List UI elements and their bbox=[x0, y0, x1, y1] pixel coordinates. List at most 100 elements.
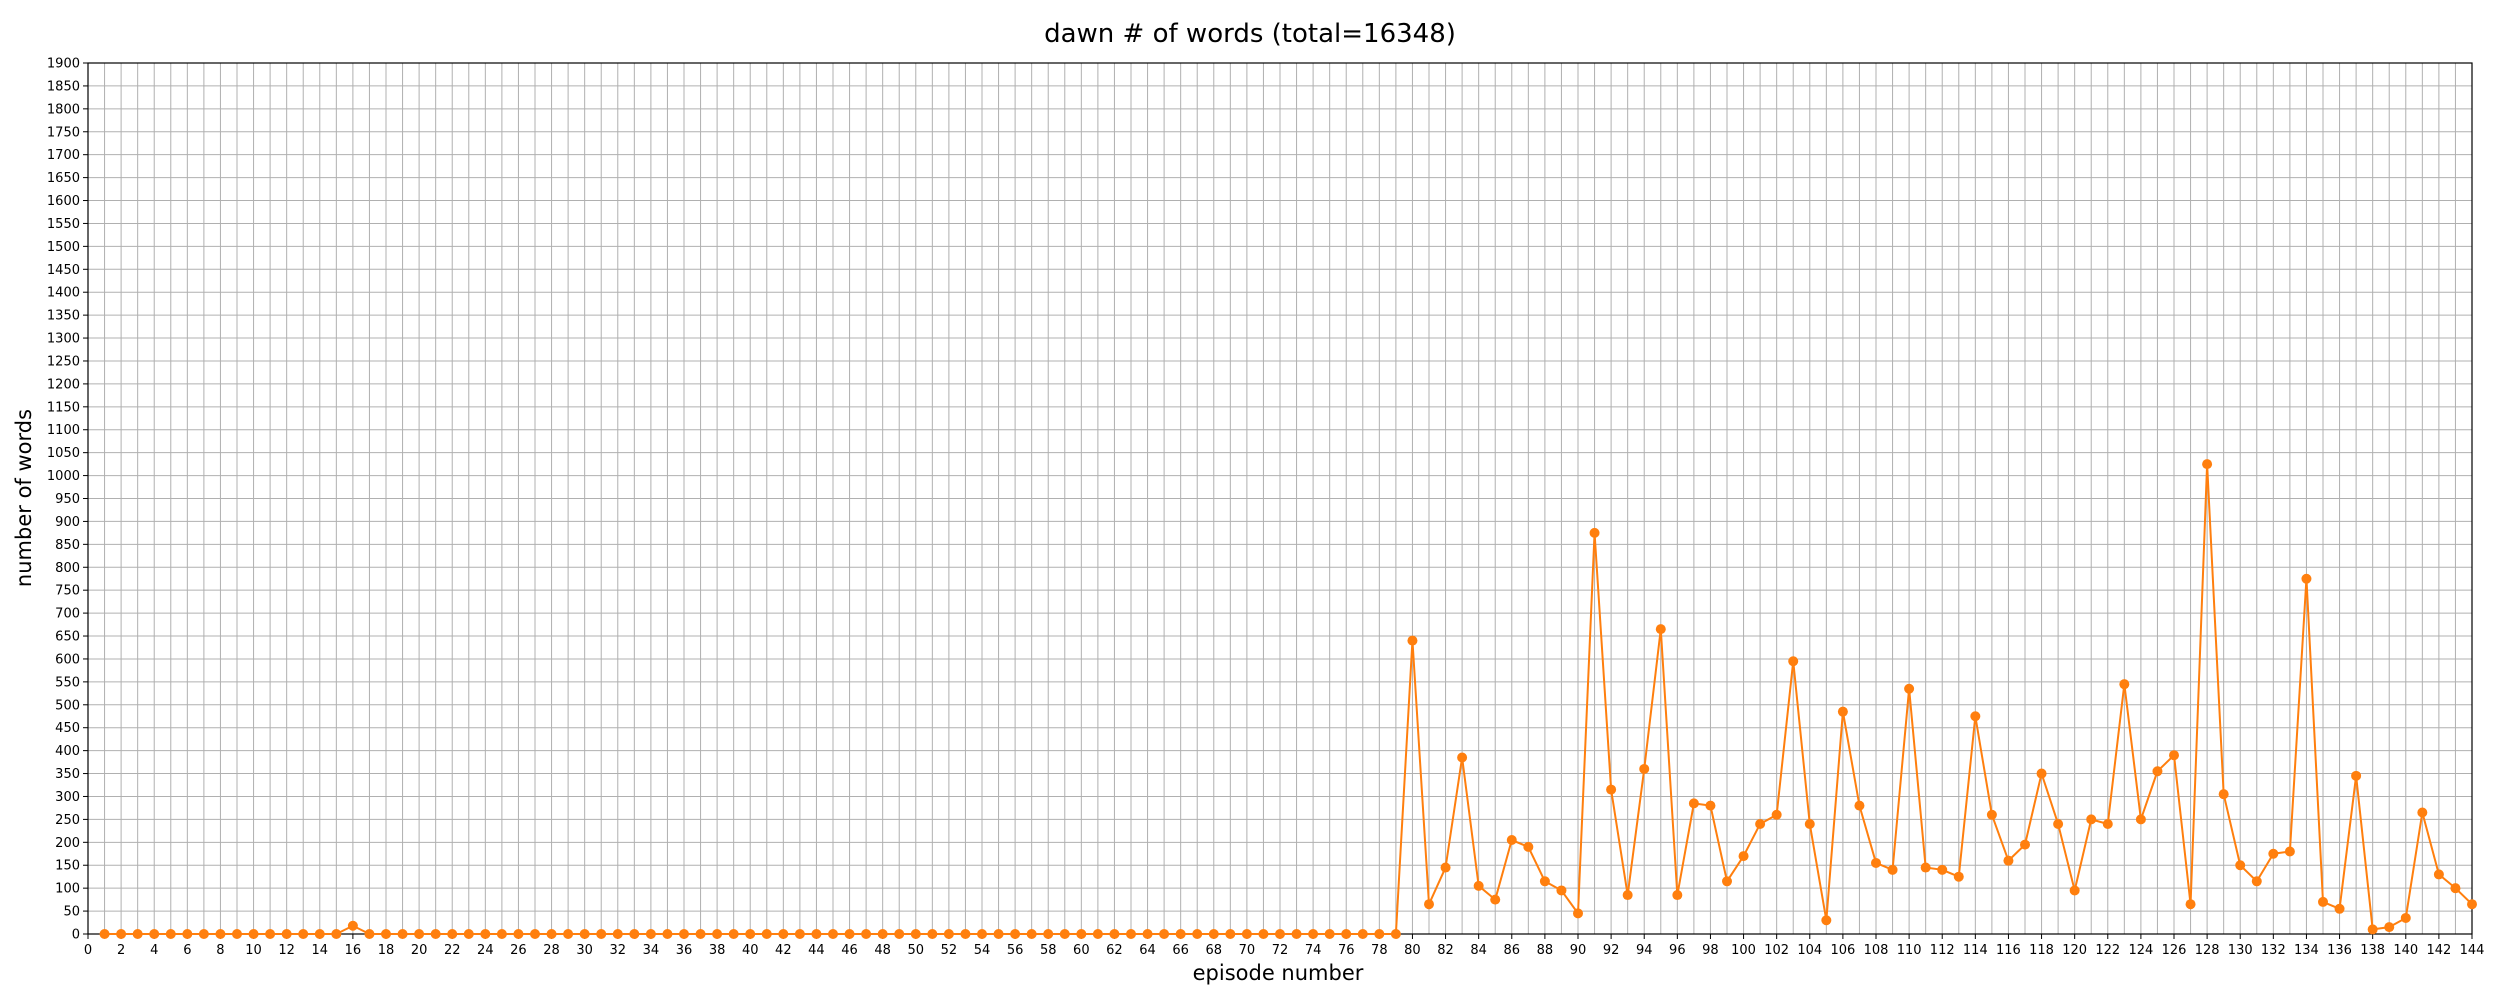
data-point bbox=[248, 929, 259, 939]
data-point bbox=[1688, 798, 1699, 809]
data-point bbox=[1341, 929, 1352, 939]
data-point bbox=[1804, 818, 1815, 829]
data-point bbox=[414, 929, 425, 939]
data-point bbox=[1208, 929, 1219, 939]
grid bbox=[87, 62, 2473, 935]
x-tick-label: 76 bbox=[1338, 943, 1355, 958]
x-tick-label: 60 bbox=[1073, 943, 1090, 958]
data-point bbox=[182, 929, 193, 939]
y-tick-label: 1550 bbox=[47, 217, 80, 232]
x-tick-label: 50 bbox=[908, 943, 925, 958]
x-tick-label: 70 bbox=[1239, 943, 1256, 958]
data-point bbox=[712, 929, 723, 939]
data-point bbox=[530, 929, 540, 939]
data-point bbox=[496, 929, 507, 939]
data-point bbox=[2218, 789, 2229, 800]
data-point bbox=[1109, 929, 1120, 939]
y-tick-label: 1250 bbox=[47, 354, 80, 369]
data-point bbox=[927, 929, 938, 939]
data-point bbox=[695, 929, 706, 939]
data-point bbox=[265, 929, 276, 939]
y-tick-label: 950 bbox=[55, 492, 80, 507]
data-point bbox=[910, 929, 921, 939]
x-tick-label: 48 bbox=[874, 943, 891, 958]
data-point bbox=[281, 929, 292, 939]
chart-title: dawn # of words (total=16348) bbox=[1044, 19, 1456, 49]
data-point bbox=[480, 929, 491, 939]
series-line-path bbox=[104, 463, 2473, 935]
data-point bbox=[2020, 839, 2030, 850]
y-tick-label: 0 bbox=[72, 928, 80, 943]
data-point bbox=[1043, 929, 1054, 939]
x-tick-label: 28 bbox=[543, 943, 560, 958]
y-tick-label: 450 bbox=[55, 721, 80, 736]
data-point bbox=[1440, 862, 1451, 873]
data-point bbox=[2235, 860, 2246, 871]
x-tick-label: 100 bbox=[1731, 943, 1756, 958]
x-tick-label: 20 bbox=[411, 943, 428, 958]
x-tick-label: 58 bbox=[1040, 943, 1057, 958]
data-point bbox=[563, 929, 574, 939]
x-tick-label: 140 bbox=[2393, 943, 2418, 958]
data-point bbox=[1953, 871, 1964, 882]
y-tick-label: 300 bbox=[55, 790, 80, 805]
data-point bbox=[2450, 883, 2461, 894]
x-axis-ticks: 0 2 4 6 8 10 12 14 16 18 20 22 24 26 28 30 32 34 36 38 40 42 4… bbox=[84, 934, 2484, 958]
x-tick-label: 14 bbox=[312, 943, 329, 958]
x-tick-label: 142 bbox=[2426, 943, 2451, 958]
data-point bbox=[1059, 929, 1070, 939]
data-point bbox=[1473, 880, 1484, 891]
y-axis-ticks: 0 50 100 150 200 250 300 350 400 450 500 550 600 650 7… bbox=[47, 57, 88, 943]
x-tick-label: 132 bbox=[2261, 943, 2286, 958]
data-point bbox=[977, 929, 987, 939]
x-tick-label: 90 bbox=[1570, 943, 1587, 958]
data-point bbox=[778, 929, 789, 939]
data-point bbox=[1655, 624, 1666, 635]
y-tick-label: 250 bbox=[55, 813, 80, 828]
x-tick-label: 96 bbox=[1669, 943, 1686, 958]
data-point bbox=[2135, 814, 2146, 825]
data-point bbox=[2036, 768, 2047, 779]
y-tick-label: 1350 bbox=[47, 309, 80, 324]
x-tick-label: 78 bbox=[1371, 943, 1388, 958]
data-point bbox=[1291, 929, 1302, 939]
y-tick-label: 1400 bbox=[47, 286, 80, 301]
x-tick-label: 16 bbox=[345, 943, 362, 958]
data-point bbox=[579, 929, 590, 939]
data-point bbox=[116, 929, 127, 939]
data-point bbox=[546, 929, 557, 939]
y-tick-label: 1300 bbox=[47, 332, 80, 347]
data-point bbox=[1324, 929, 1335, 939]
data-point bbox=[381, 929, 391, 939]
y-tick-label: 550 bbox=[55, 675, 80, 690]
data-point bbox=[364, 929, 375, 939]
x-tick-label: 2 bbox=[117, 943, 125, 958]
data-point bbox=[861, 929, 872, 939]
y-tick-label: 800 bbox=[55, 561, 80, 576]
x-tick-label: 56 bbox=[1007, 943, 1024, 958]
y-tick-label: 150 bbox=[55, 859, 80, 874]
data-point bbox=[298, 929, 309, 939]
y-tick-label: 100 bbox=[55, 882, 80, 897]
data-point bbox=[1738, 851, 1749, 862]
x-tick-label: 68 bbox=[1206, 943, 1223, 958]
y-tick-label: 1000 bbox=[47, 469, 80, 484]
y-tick-label: 750 bbox=[55, 584, 80, 599]
data-point bbox=[1126, 929, 1136, 939]
y-tick-label: 600 bbox=[55, 652, 80, 667]
data-point bbox=[2351, 770, 2362, 781]
data-point bbox=[2202, 459, 2213, 470]
data-point bbox=[2053, 818, 2064, 829]
x-tick-label: 72 bbox=[1272, 943, 1289, 958]
x-tick-label: 110 bbox=[1897, 943, 1922, 958]
data-point bbox=[331, 929, 342, 939]
x-tick-label: 24 bbox=[477, 943, 494, 958]
y-tick-label: 1500 bbox=[47, 240, 80, 255]
data-point bbox=[165, 929, 176, 939]
data-point bbox=[1589, 527, 1600, 538]
x-tick-label: 88 bbox=[1537, 943, 1554, 958]
data-point bbox=[397, 929, 408, 939]
x-tick-label: 54 bbox=[974, 943, 991, 958]
x-tick-label: 124 bbox=[2128, 943, 2153, 958]
data-point bbox=[2433, 869, 2444, 880]
